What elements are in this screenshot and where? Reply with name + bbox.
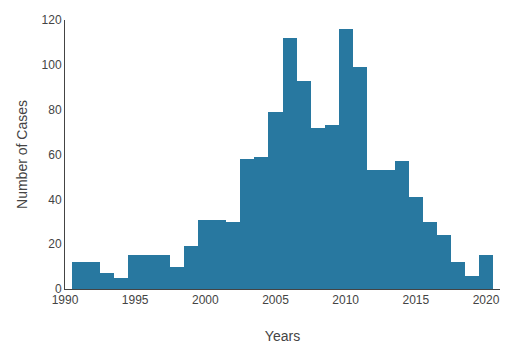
svg-text:0: 0 bbox=[55, 282, 62, 296]
svg-text:1990: 1990 bbox=[52, 293, 79, 307]
svg-text:100: 100 bbox=[42, 58, 62, 72]
svg-text:2010: 2010 bbox=[332, 293, 359, 307]
svg-text:1995: 1995 bbox=[122, 293, 149, 307]
svg-text:2005: 2005 bbox=[262, 293, 289, 307]
svg-text:80: 80 bbox=[48, 103, 62, 117]
svg-text:20: 20 bbox=[48, 237, 62, 251]
svg-text:60: 60 bbox=[48, 148, 62, 162]
svg-text:Number of Cases: Number of Cases bbox=[14, 100, 30, 209]
svg-text:2015: 2015 bbox=[402, 293, 429, 307]
svg-text:Years: Years bbox=[265, 328, 300, 344]
svg-text:2020: 2020 bbox=[473, 293, 500, 307]
svg-text:2000: 2000 bbox=[192, 293, 219, 307]
svg-text:40: 40 bbox=[48, 193, 62, 207]
svg-text:120: 120 bbox=[42, 13, 62, 27]
